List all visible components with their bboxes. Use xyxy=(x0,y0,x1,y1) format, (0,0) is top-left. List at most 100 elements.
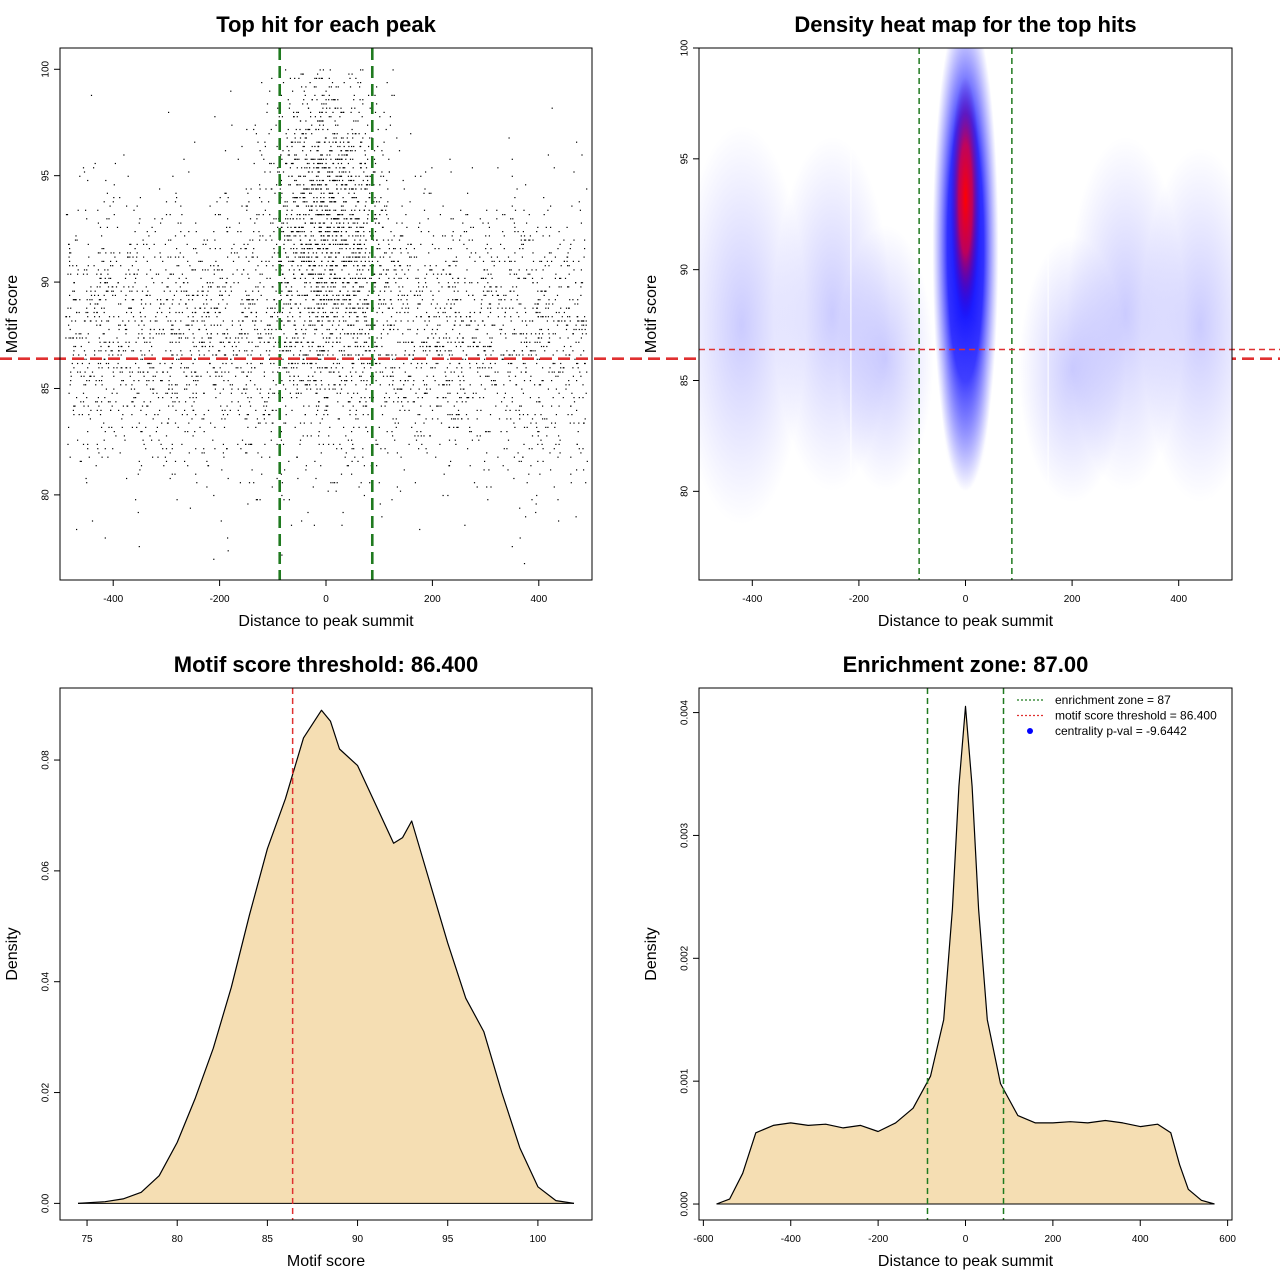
scatter-point xyxy=(219,197,221,199)
scatter-point xyxy=(264,171,266,173)
scatter-point xyxy=(390,231,392,233)
scatter-point xyxy=(113,375,115,377)
scatter-point xyxy=(296,388,298,390)
scatter-point xyxy=(355,414,357,416)
scatter-point xyxy=(373,282,376,284)
scatter-point xyxy=(488,469,490,471)
scatter-point xyxy=(74,320,77,322)
scatter-point xyxy=(93,375,95,377)
scatter-point xyxy=(286,205,288,207)
scatter-point xyxy=(434,380,436,382)
scatter-point xyxy=(242,311,244,314)
scatter-point xyxy=(352,235,354,237)
scatter-point xyxy=(250,311,252,314)
scatter-point xyxy=(256,328,258,331)
scatter-point xyxy=(273,345,275,348)
scatter-point xyxy=(107,367,110,369)
scatter-point xyxy=(419,290,421,292)
scatter-point xyxy=(497,456,499,458)
scatter-point xyxy=(344,456,346,458)
scatter-point xyxy=(69,260,71,262)
scatter-point xyxy=(218,350,220,352)
scatter-point xyxy=(94,316,96,318)
scatter-point xyxy=(452,218,454,220)
scatter-point xyxy=(177,222,179,224)
scatter-point xyxy=(315,256,317,258)
scatter-point xyxy=(70,252,72,254)
scatter-point xyxy=(337,158,339,160)
scatter-point xyxy=(128,286,130,288)
scatter-point xyxy=(328,192,330,194)
scatter-point xyxy=(342,354,344,356)
scatter-point xyxy=(318,431,320,433)
scatter-point xyxy=(516,367,518,369)
scatter-point xyxy=(170,328,172,331)
scatter-point xyxy=(129,307,131,309)
scatter-point xyxy=(365,320,368,322)
scatter-point xyxy=(516,311,518,314)
scatter-point xyxy=(517,277,519,279)
scatter-point xyxy=(385,209,387,211)
scatter-point xyxy=(129,252,131,254)
scatter-point xyxy=(314,239,316,241)
scatter-point xyxy=(452,328,454,331)
scatter-point xyxy=(323,167,326,169)
scatter-point xyxy=(448,439,451,441)
scatter-point xyxy=(320,162,322,165)
scatter-point xyxy=(351,145,353,148)
scatter-point xyxy=(159,328,161,331)
scatter-point xyxy=(236,269,238,271)
scatter-point xyxy=(156,299,158,301)
scatter-point xyxy=(356,256,358,258)
scatter-point xyxy=(332,133,334,135)
scatter-point xyxy=(207,465,210,467)
scatter-point xyxy=(322,248,324,250)
scatter-point xyxy=(581,324,583,326)
scatter-point xyxy=(563,260,565,262)
scatter-point xyxy=(192,435,194,437)
scatter-point xyxy=(321,316,323,318)
scatter-point xyxy=(328,167,330,169)
scatter-point xyxy=(538,333,540,335)
scatter-point xyxy=(427,337,429,339)
scatter-point xyxy=(112,371,114,373)
scatter-point xyxy=(377,443,379,445)
scatter-point xyxy=(348,188,351,190)
scatter-point xyxy=(544,256,546,258)
scatter-point xyxy=(310,260,312,262)
scatter-point xyxy=(230,358,232,360)
scatter-point xyxy=(368,290,370,292)
scatter-point xyxy=(315,86,317,88)
scatter-point xyxy=(292,231,294,233)
scatter-point xyxy=(286,345,288,348)
scatter-point xyxy=(191,294,194,296)
scatter-point xyxy=(379,384,381,386)
scatter-point xyxy=(576,316,578,318)
scatter-point xyxy=(460,388,462,390)
scatter-point xyxy=(389,324,391,326)
scatter-point xyxy=(203,431,205,433)
scatter-point xyxy=(436,277,438,279)
scatter-point xyxy=(492,294,494,296)
scatter-point xyxy=(580,375,582,377)
scatter-point xyxy=(259,392,261,394)
scatter-point xyxy=(248,201,250,203)
scatter-point xyxy=(335,252,337,254)
scatter-point xyxy=(347,392,349,394)
scatter-point xyxy=(575,328,577,331)
scatter-point xyxy=(329,243,331,245)
scatter-point xyxy=(152,380,154,382)
scatter-point xyxy=(314,94,316,96)
scatter-point xyxy=(295,252,297,254)
x-tick-label: 80 xyxy=(172,1234,184,1245)
scatter-point xyxy=(503,235,505,237)
scatter-point xyxy=(343,145,345,148)
scatter-point xyxy=(345,231,347,233)
scatter-point xyxy=(451,414,453,416)
scatter-point xyxy=(356,201,359,203)
scatter-point xyxy=(534,414,536,416)
scatter-point xyxy=(506,431,508,433)
scatter-point xyxy=(413,294,415,296)
scatter-point xyxy=(326,184,328,186)
scatter-point xyxy=(356,273,358,275)
